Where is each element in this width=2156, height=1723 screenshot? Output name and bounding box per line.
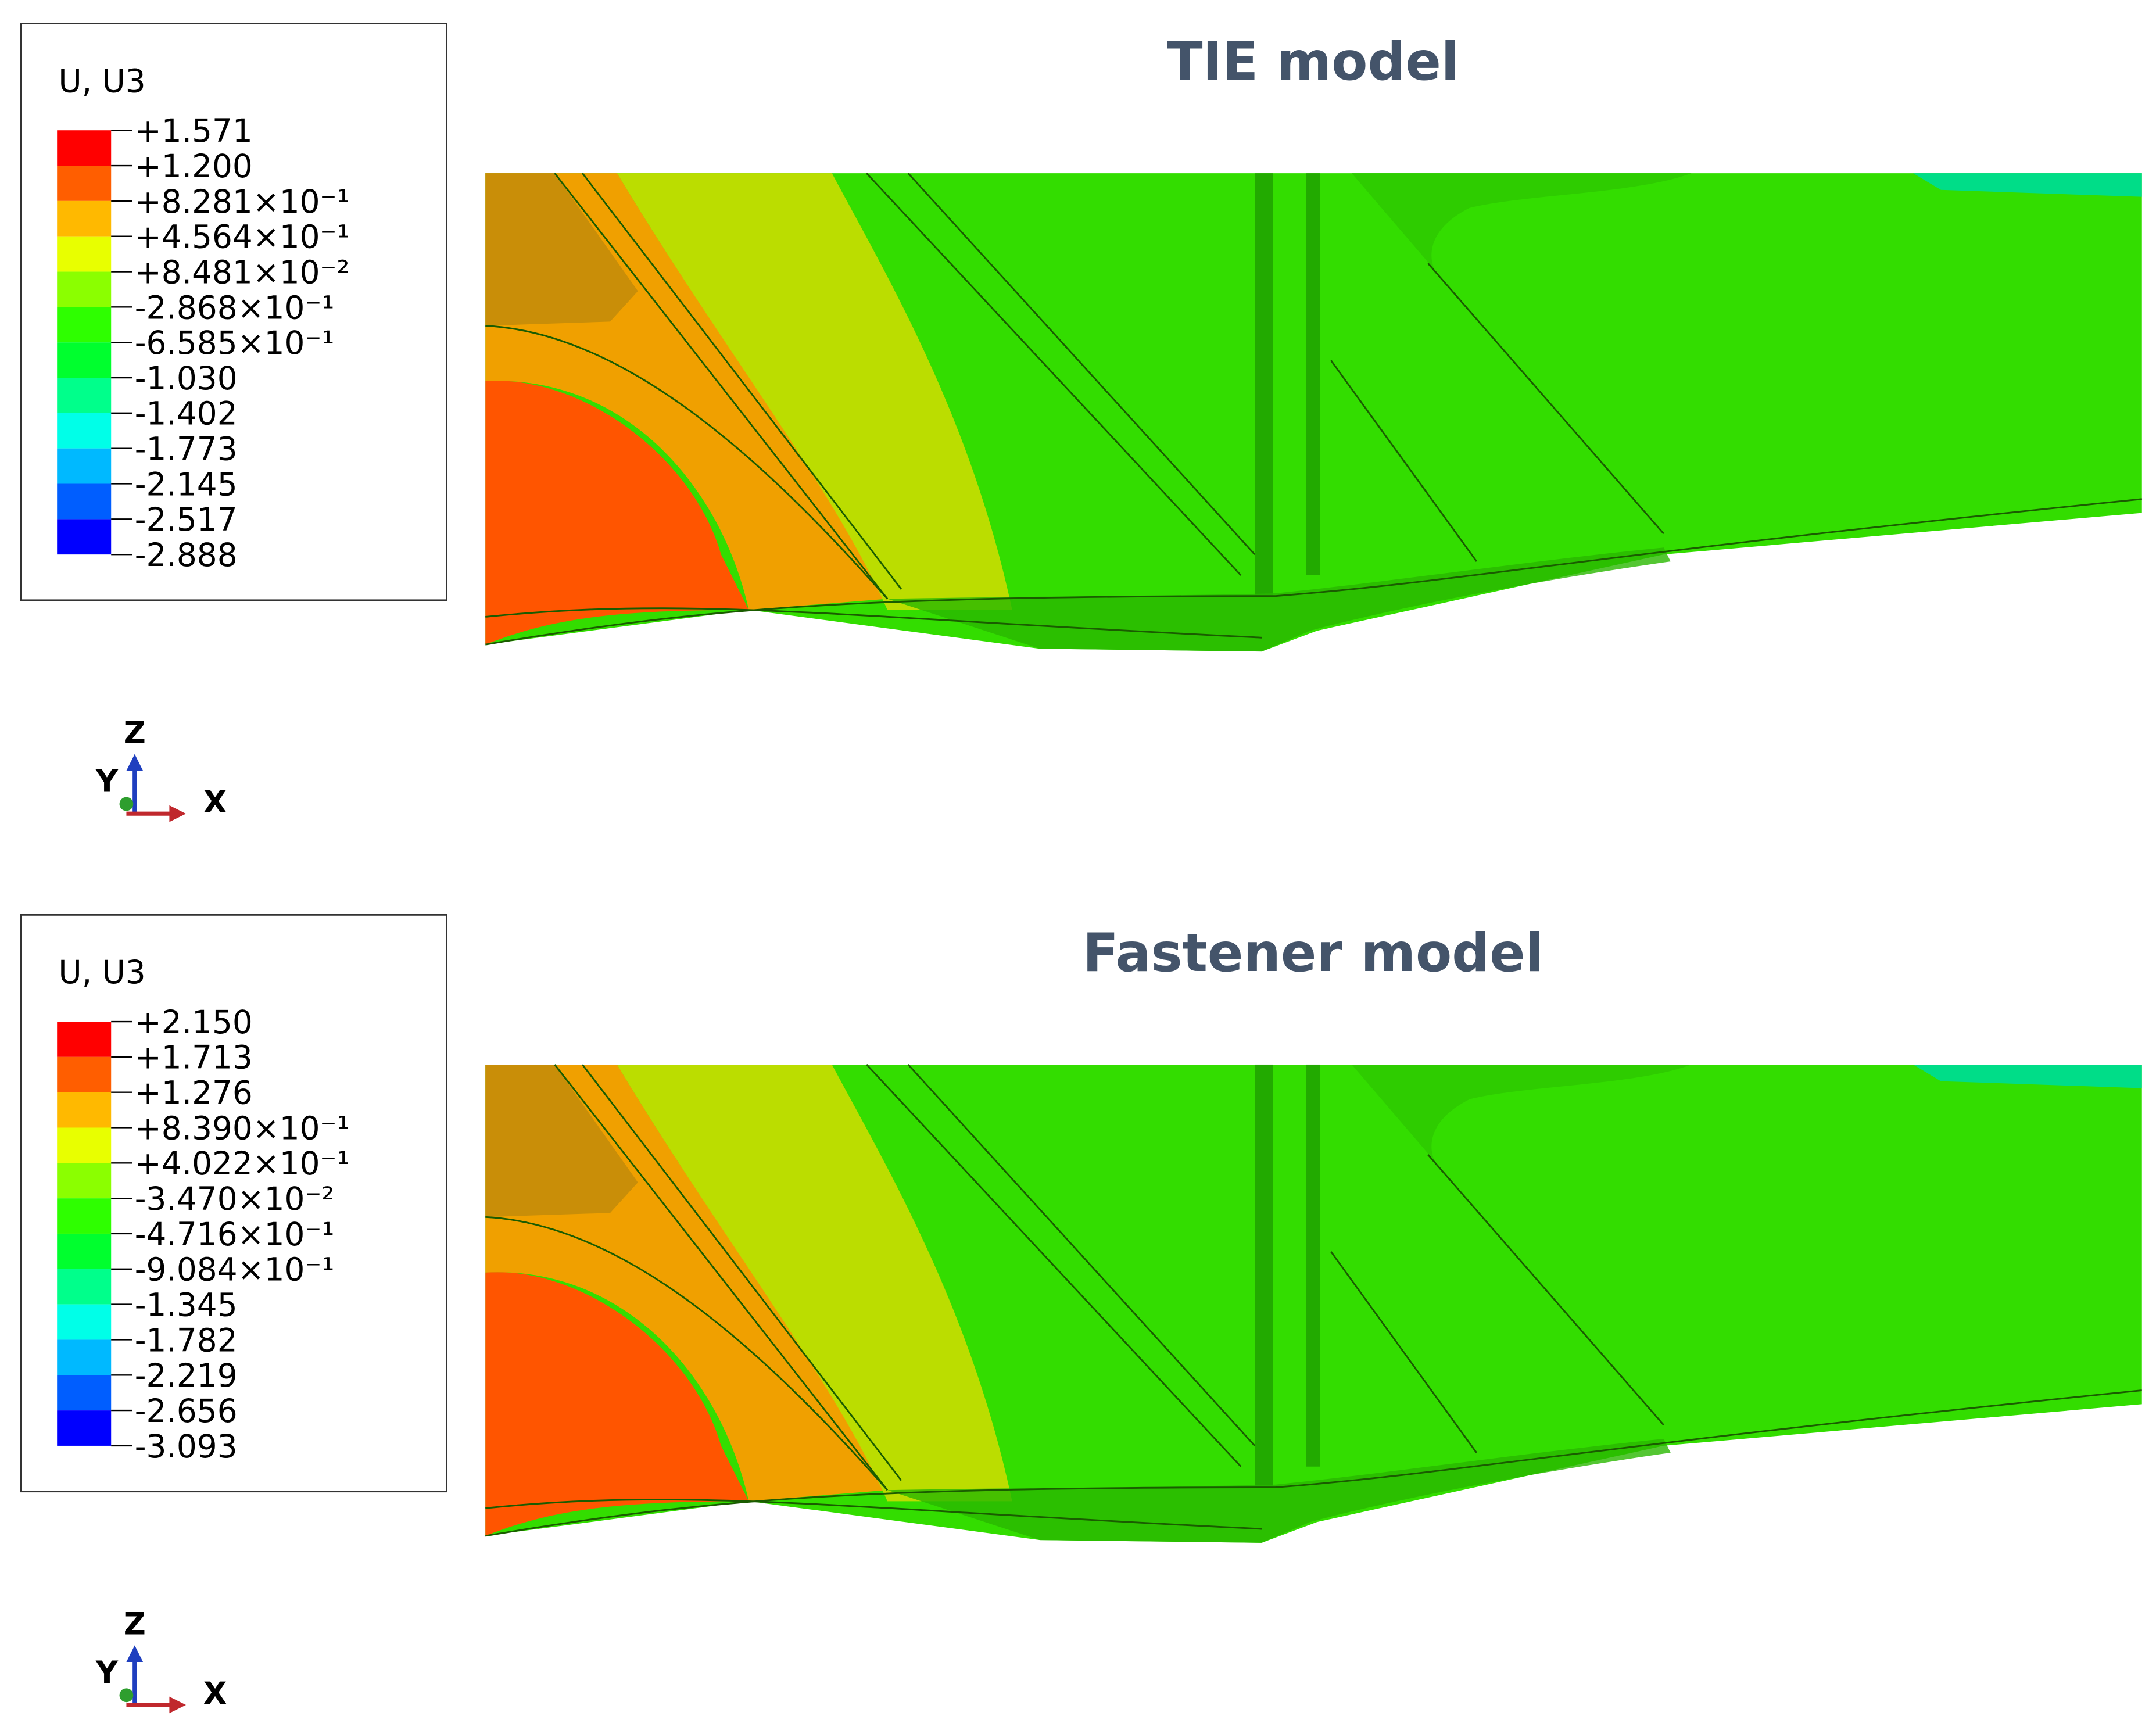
legend-swatch (57, 1304, 112, 1340)
legend-swatch (57, 1127, 112, 1163)
legend-label: +1.276 (135, 1074, 253, 1112)
legend-swatch (57, 307, 112, 343)
triad-x: X (203, 785, 227, 820)
legend-label: +4.022×10⁻¹ (135, 1145, 350, 1182)
legend-swatch (57, 200, 112, 237)
legend-title: U, U3 (59, 954, 146, 991)
x-arrowhead (169, 805, 187, 822)
legend-label: -3.093 (135, 1428, 238, 1465)
triad-x: X (203, 1676, 227, 1711)
panel: Fastener model U, U3 +2.150+1.713+1.276+8.… (20, 914, 2143, 1714)
legend-swatch (57, 1022, 112, 1057)
legend-label: +1.200 (135, 148, 253, 185)
legend-swatch (57, 1092, 112, 1128)
legend-swatch (57, 1410, 112, 1446)
triad-y: Y (95, 1655, 119, 1690)
legend-swatch (57, 166, 112, 201)
legend-label: -1.345 (135, 1287, 238, 1324)
legend-label: -2.888 (135, 536, 238, 574)
legend-label: -2.656 (135, 1392, 238, 1430)
contour-plot (484, 1063, 2143, 1544)
legend-swatch (57, 1269, 112, 1305)
legend-label: -1.773 (135, 431, 238, 468)
panel-title: Fastener model (1083, 923, 1543, 984)
y-dot (119, 1688, 134, 1703)
legend-title: U, U3 (59, 62, 146, 99)
legend-swatch (57, 130, 112, 166)
legend-swatch (57, 236, 112, 272)
legend-label: -2.145 (135, 465, 238, 503)
x-arrowhead (169, 1696, 187, 1714)
legend-label: +2.150 (135, 1004, 253, 1041)
legend-swatch (57, 378, 112, 413)
legend-label: -2.219 (135, 1357, 238, 1394)
legend-label: -2.868×10⁻¹ (135, 289, 335, 326)
legend-swatch (57, 342, 112, 378)
panel: TIE model U, U3 +1.571+1.200+8.281×10⁻¹+4.… (20, 23, 2143, 822)
legend-label: +8.390×10⁻¹ (135, 1109, 350, 1147)
triad-z: Z (124, 1607, 146, 1642)
y-dot (119, 797, 134, 811)
z-arrowhead (126, 1645, 144, 1663)
legend-label: -2.517 (135, 501, 238, 538)
legend-label: +1.571 (135, 112, 253, 149)
legend-swatch (57, 1339, 112, 1375)
legend-label: -1.030 (135, 360, 238, 397)
legend-swatch (57, 1375, 112, 1411)
legend-swatch (57, 1198, 112, 1234)
contour-plot (484, 172, 2143, 653)
legend-swatch (57, 413, 112, 449)
legend-label: +1.713 (135, 1039, 253, 1076)
legend-label: -4.716×10⁻¹ (135, 1216, 335, 1253)
legend-swatch (57, 519, 112, 555)
panel-title: TIE model (1167, 31, 1459, 92)
z-arrowhead (126, 754, 144, 771)
legend-swatch (57, 1163, 112, 1199)
legend-label: -1.402 (135, 395, 238, 432)
legend-swatch (57, 271, 112, 307)
legend-label: +8.281×10⁻¹ (135, 183, 350, 220)
legend-swatch (57, 1056, 112, 1092)
legend-swatch (57, 483, 112, 520)
legend-label: +4.564×10⁻¹ (135, 218, 350, 256)
legend-label: -9.084×10⁻¹ (135, 1251, 335, 1288)
legend-label: -6.585×10⁻¹ (135, 324, 335, 361)
legend-label: -1.782 (135, 1321, 238, 1359)
legend-swatch (57, 1233, 112, 1269)
legend-swatch (57, 448, 112, 484)
legend-label: -3.470×10⁻² (135, 1180, 335, 1217)
triad-y: Y (95, 764, 119, 799)
triad-z: Z (124, 715, 146, 751)
legend-label: +8.481×10⁻² (135, 253, 350, 291)
